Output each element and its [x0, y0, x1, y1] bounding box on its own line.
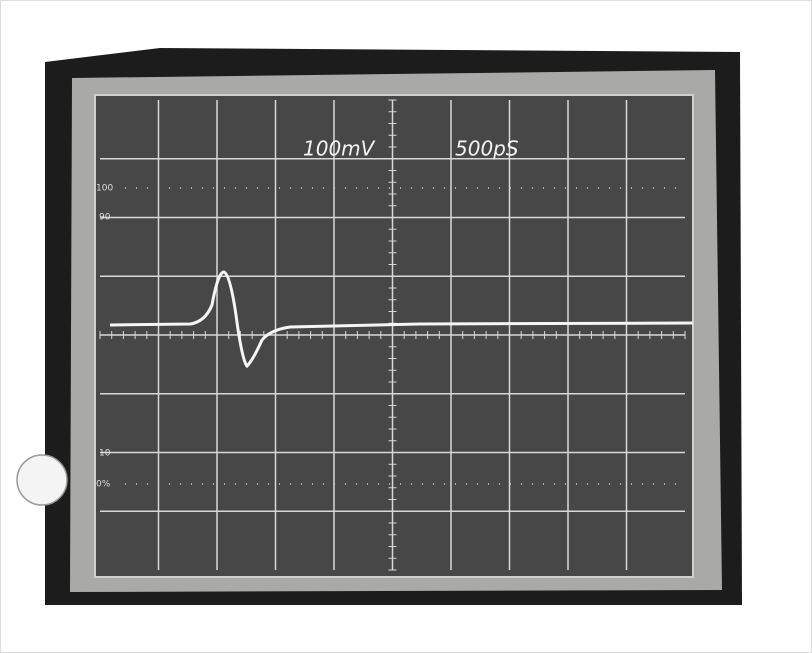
knob: [16, 454, 68, 506]
scale-label: 10: [99, 449, 111, 459]
screen: [94, 94, 694, 578]
scale-label: 90: [99, 213, 111, 223]
graticule: [99, 99, 686, 571]
waveform: [109, 270, 694, 369]
volts-per-div: 100mV: [303, 137, 376, 161]
time-per-div: 500pS: [455, 137, 519, 161]
scale-label: 0%: [96, 480, 111, 490]
scale-label: 100: [96, 184, 113, 194]
